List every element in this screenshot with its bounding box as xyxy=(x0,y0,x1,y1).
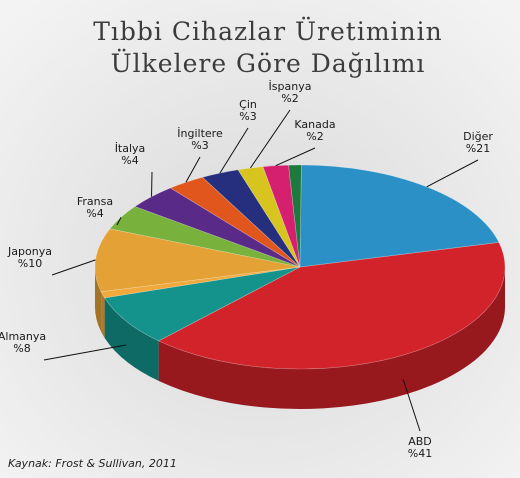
slice xyxy=(169,176,301,268)
slice-label: Japonya xyxy=(7,245,52,258)
slice-value-label: %4 xyxy=(121,154,138,167)
leader-line xyxy=(426,159,479,188)
leader-line xyxy=(116,217,122,226)
slice-label: Fransa xyxy=(77,195,113,208)
slice-side xyxy=(101,291,105,338)
slice xyxy=(134,187,301,268)
slice-label: Almanya xyxy=(0,330,46,343)
slice-side xyxy=(95,267,102,332)
slice-value-label: %41 xyxy=(408,447,432,460)
slice-label: İngiltere xyxy=(177,127,223,140)
slice xyxy=(237,166,301,268)
chart-title: Ülkelere Göre Dağılımı xyxy=(111,49,426,78)
leader-line xyxy=(219,127,249,174)
leader-line xyxy=(275,147,316,167)
slice xyxy=(100,266,301,299)
slice xyxy=(299,164,500,268)
leader-line xyxy=(249,109,291,169)
slice-value-label: %2 xyxy=(281,92,298,105)
slice-value-label: %10 xyxy=(18,257,42,270)
chart-title: Tıbbi Cihazlar Üretiminin xyxy=(93,17,442,46)
slice-value-label: %4 xyxy=(86,207,103,220)
source-note: Kaynak: Frost & Sullivan, 2011 xyxy=(8,457,177,470)
slice-label: Kanada xyxy=(294,118,335,131)
slice-label: Diğer xyxy=(463,130,493,143)
slice-value-label: %2 xyxy=(306,130,323,143)
slice xyxy=(157,242,506,370)
slice-label: İspanya xyxy=(269,80,312,93)
slice-side xyxy=(158,267,505,410)
slice xyxy=(201,169,301,268)
slice-side xyxy=(104,297,159,381)
slice-value-label: %21 xyxy=(466,142,490,155)
slice-value-label: %3 xyxy=(239,110,256,123)
slice-value-label: %8 xyxy=(13,342,30,355)
slice-label: ABD xyxy=(408,435,432,448)
slice xyxy=(288,164,302,268)
slice-label: İtalya xyxy=(115,142,146,155)
leader-line xyxy=(402,379,421,432)
leader-line xyxy=(43,344,127,361)
slice xyxy=(94,228,301,292)
slice xyxy=(109,206,301,268)
leader-line xyxy=(51,259,96,276)
slice-label: Çin xyxy=(239,98,257,111)
slice xyxy=(104,266,301,342)
leader-line xyxy=(185,156,201,183)
slice-value-label: %3 xyxy=(191,139,208,152)
